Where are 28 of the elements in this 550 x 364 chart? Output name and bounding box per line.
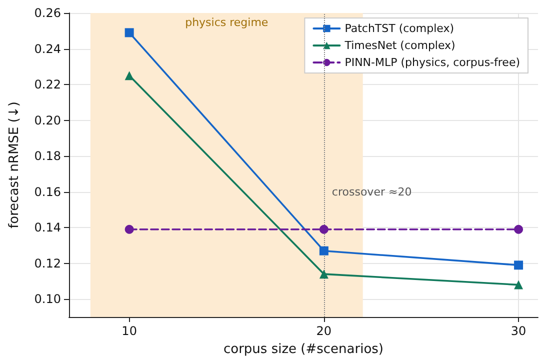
y-tick-label: 0.12 — [34, 256, 61, 270]
point — [124, 28, 134, 38]
point — [514, 224, 524, 234]
y-tick-label: 0.20 — [34, 113, 61, 128]
point — [124, 224, 134, 234]
x-axis-title: corpus size (#scenarios) — [223, 342, 384, 357]
y-tick-label: 0.24 — [34, 42, 61, 56]
point — [319, 270, 328, 279]
y-tick-label: 0.22 — [34, 78, 61, 92]
legend-label: PatchTST (complex) — [344, 22, 454, 35]
y-tick-label: 0.26 — [34, 6, 61, 20]
point — [319, 246, 328, 256]
legend-label: TimesNet (complex) — [344, 39, 456, 52]
y-tick-label: 0.18 — [34, 149, 61, 164]
y-tick-label: 0.10 — [34, 292, 61, 306]
band-label: physics regime — [185, 16, 268, 29]
point — [319, 224, 328, 234]
y-axis-title: forecast nRMSE (↓) — [7, 102, 22, 228]
x-tick-label: 30 — [510, 324, 526, 338]
point — [514, 280, 524, 290]
ref-line-label: crossover ≈20 — [332, 185, 412, 198]
y-tick-label: 0.14 — [34, 220, 61, 235]
point — [514, 260, 524, 270]
point — [124, 71, 134, 80]
y-tick-label: 0.16 — [34, 184, 61, 199]
x-tick-label: 10 — [122, 324, 137, 338]
x-tick-label: 20 — [316, 324, 332, 338]
legend-label: PINN-MLP (physics, corpus-free) — [344, 56, 520, 69]
